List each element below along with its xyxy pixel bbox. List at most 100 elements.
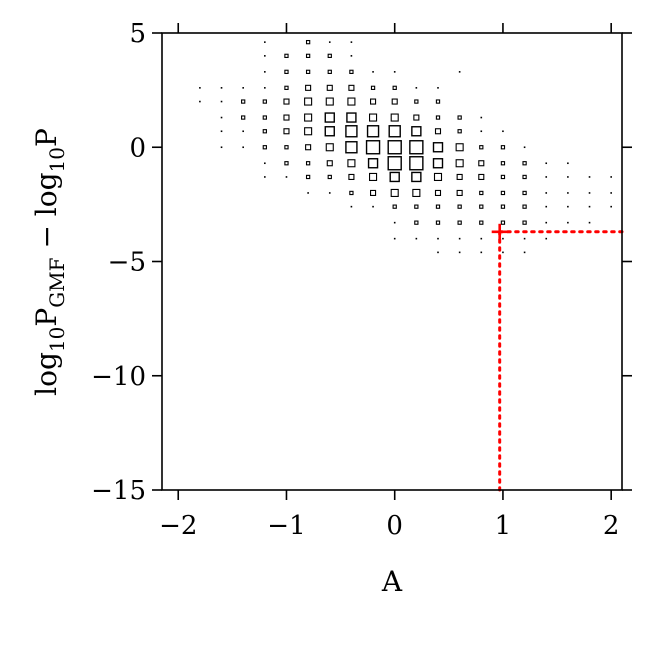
data-point: [523, 146, 526, 149]
data-point: [479, 190, 484, 196]
data-point: [456, 173, 463, 181]
data-point: [220, 87, 223, 89]
data-point: [264, 176, 266, 178]
data-point: [264, 55, 266, 57]
data-point: [262, 145, 267, 150]
data-point: [567, 192, 569, 194]
data-point: [455, 143, 464, 152]
data-point: [307, 192, 309, 194]
data-point: [305, 144, 312, 151]
data-point: [305, 53, 311, 59]
data-point: [437, 87, 439, 89]
data-point: [545, 237, 548, 240]
data-point: [350, 205, 353, 208]
y-tick-label: 0: [129, 133, 146, 163]
data-point: [262, 129, 267, 134]
data-point: [502, 237, 504, 240]
data-point: [350, 55, 353, 57]
data-point: [327, 53, 332, 59]
data-marks: [199, 39, 612, 254]
data-point: [324, 112, 335, 123]
axis-ticks: [152, 23, 632, 500]
data-point: [588, 176, 591, 178]
data-point: [409, 140, 424, 155]
data-point: [610, 176, 612, 178]
data-point: [610, 192, 612, 194]
highlight-group: [491, 223, 624, 492]
data-point: [393, 237, 396, 240]
data-point: [366, 125, 380, 138]
data-point: [545, 176, 548, 178]
data-point: [588, 192, 591, 194]
data-point: [283, 98, 290, 105]
data-point: [522, 190, 527, 196]
data-point: [372, 205, 374, 208]
data-point: [348, 173, 355, 181]
y-tick-label: 5: [129, 19, 146, 49]
data-point: [264, 87, 266, 89]
y-axis-label: log10PGMF − log10P: [30, 128, 69, 396]
data-point: [326, 160, 333, 167]
data-point: [457, 220, 462, 225]
data-point: [345, 125, 358, 138]
x-tick-labels: −2 −1 0 1 2: [159, 511, 619, 541]
data-point: [545, 205, 548, 208]
data-point: [392, 85, 397, 90]
data-point: [502, 130, 504, 133]
data-point: [522, 161, 527, 166]
data-point: [388, 125, 401, 138]
data-point: [435, 220, 441, 225]
data-point: [500, 204, 506, 209]
data-point: [326, 84, 333, 91]
data-point: [415, 87, 418, 89]
data-point: [522, 220, 527, 225]
data-point: [348, 84, 355, 91]
data-point: [262, 115, 267, 120]
data-point: [220, 100, 223, 103]
data-point: [345, 141, 358, 154]
data-point: [284, 85, 289, 90]
data-point: [347, 97, 356, 106]
data-point: [456, 189, 463, 196]
data-point: [435, 115, 441, 120]
data-point: [391, 98, 398, 105]
data-point: [305, 39, 311, 45]
data-point: [414, 204, 419, 209]
data-point: [433, 172, 443, 182]
x-tick-label: −2: [159, 511, 197, 541]
data-point: [349, 190, 354, 196]
data-point: [458, 251, 461, 254]
data-point: [389, 171, 400, 183]
data-point: [480, 251, 483, 254]
data-point: [199, 100, 201, 103]
data-point: [324, 126, 335, 137]
data-point: [285, 176, 288, 178]
data-point: [284, 69, 289, 74]
data-point: [390, 113, 399, 122]
data-point: [325, 143, 334, 152]
x-axis-label: A: [381, 565, 403, 598]
data-point: [435, 204, 441, 209]
data-point: [242, 87, 244, 89]
data-point: [458, 71, 461, 73]
data-point: [370, 189, 377, 196]
data-point: [588, 221, 591, 224]
data-point: [284, 145, 289, 150]
data-point: [370, 98, 377, 105]
data-point: [478, 160, 485, 167]
data-point: [457, 129, 462, 134]
data-point: [479, 220, 484, 225]
data-point: [500, 161, 506, 166]
data-point: [545, 162, 548, 165]
y-tick-label: −15: [91, 476, 146, 506]
data-point: [372, 71, 374, 73]
x-tick-label: 0: [386, 511, 403, 541]
data-point: [457, 115, 462, 120]
data-point: [411, 171, 422, 183]
data-point: [304, 127, 313, 136]
data-point: [414, 99, 419, 104]
data-point: [369, 172, 378, 182]
data-point: [262, 99, 267, 104]
data-point: [328, 192, 331, 194]
data-point: [369, 113, 378, 122]
